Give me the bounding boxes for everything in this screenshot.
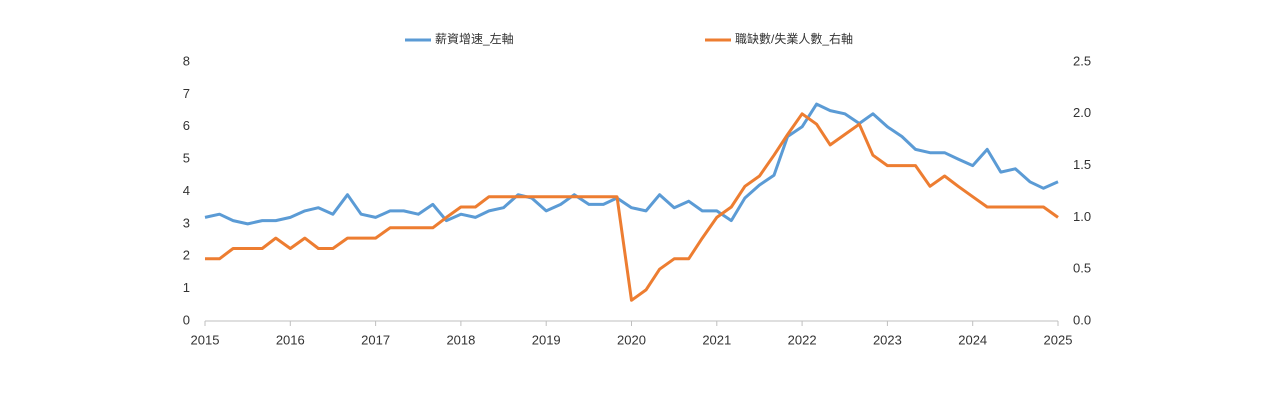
series-line bbox=[204, 102, 1059, 226]
y2-tick-label: 0.5 bbox=[1073, 261, 1091, 276]
y-tick-label: 2 bbox=[183, 248, 190, 263]
y-tick-label: 5 bbox=[183, 151, 190, 166]
y-tick-label: 4 bbox=[183, 183, 190, 198]
x-tick-label: 2017 bbox=[361, 332, 390, 347]
series-line bbox=[205, 112, 1059, 302]
y-tick-label: 8 bbox=[183, 53, 190, 68]
y2-tick-label: 2.0 bbox=[1073, 105, 1091, 120]
x-tick-label: 2024 bbox=[958, 332, 987, 347]
x-tick-label: 2015 bbox=[191, 332, 220, 347]
y-tick-label: 6 bbox=[183, 118, 190, 133]
y2-tick-label: 1.5 bbox=[1073, 157, 1091, 172]
y-tick-label: 0 bbox=[183, 312, 190, 327]
x-tick-label: 2019 bbox=[532, 332, 561, 347]
x-tick-label: 2025 bbox=[1044, 332, 1073, 347]
x-tick-label: 2023 bbox=[873, 332, 902, 347]
y-tick-label: 3 bbox=[183, 215, 190, 230]
x-tick-label: 2021 bbox=[702, 332, 731, 347]
y2-tick-label: 2.5 bbox=[1073, 53, 1091, 68]
x-tick-label: 2020 bbox=[617, 332, 646, 347]
y2-tick-label: 0.0 bbox=[1073, 312, 1091, 327]
y2-tick-label: 1.0 bbox=[1073, 209, 1091, 224]
x-tick-label: 2016 bbox=[276, 332, 305, 347]
y-tick-label: 1 bbox=[183, 280, 190, 295]
legend-label: 薪資增速_左軸 bbox=[435, 31, 514, 46]
legend-label: 職缺數/失業人數_右軸 bbox=[735, 31, 853, 46]
y-tick-label: 7 bbox=[183, 86, 190, 101]
x-tick-label: 2022 bbox=[788, 332, 817, 347]
x-tick-label: 2018 bbox=[446, 332, 475, 347]
